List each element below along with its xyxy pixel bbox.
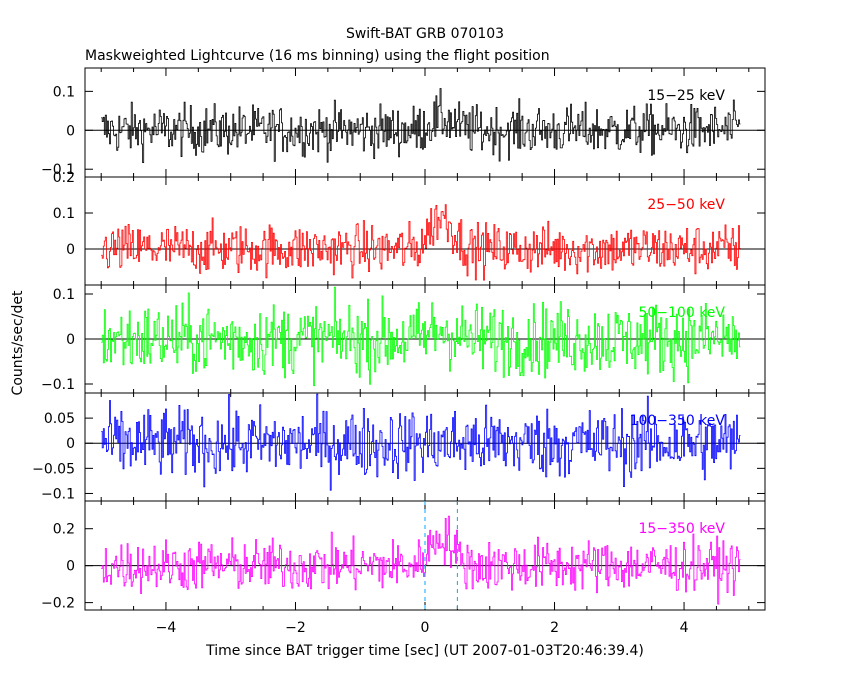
y-tick-label: 0.1 [53, 84, 75, 100]
series-line [101, 393, 741, 491]
y-tick-label: 0 [66, 436, 75, 452]
y-tick-label: 0.2 [53, 522, 75, 538]
panel-100-350-kev: −0.1 −0.05 0 0.05 100−350 keV [32, 392, 766, 502]
x-tick-label: −4 [156, 620, 177, 636]
y-tick-label: 0.1 [53, 206, 75, 222]
series-label: 15−350 keV [638, 521, 725, 537]
series-line [101, 88, 741, 163]
series-line [101, 515, 741, 605]
x-axis-label: Time since BAT trigger time [sec] (UT 20… [205, 643, 644, 659]
series-label: 25−50 keV [647, 197, 725, 213]
panel-frame [84, 67, 766, 178]
x-tick-label: −2 [285, 620, 306, 636]
x-tick-label: 2 [550, 620, 559, 636]
y-tick-label: 0 [66, 123, 75, 139]
y-tick-label: 0 [66, 332, 75, 348]
y-tick-label: 0.05 [44, 411, 75, 427]
panels-group: −0.1 0 0.1 15−25 keV 0 0.1 0.2 25−50 keV −0.1 0 0.… [32, 67, 766, 612]
y-tick-label: −0.2 [41, 596, 75, 612]
y-tick-label: 0.1 [53, 287, 75, 303]
y-tick-label: −0.1 [41, 162, 75, 178]
series-line [101, 286, 741, 387]
chart-subtitle: Maskweighted Lightcurve (16 ms binning) … [85, 48, 550, 64]
y-tick-label: −0.05 [32, 461, 75, 477]
series-label: 50−100 keV [638, 305, 725, 321]
y-tick-label: 0 [66, 242, 75, 258]
panel-15-25-kev: −0.1 0 0.1 15−25 keV [41, 67, 766, 178]
series-label: 100−350 keV [630, 413, 726, 429]
x-tick-labels: −4 −2 0 2 4 [156, 620, 689, 636]
panel-15-350-kev: −0.2 0 0.2 15−350 keV [41, 500, 766, 612]
panel-50-100-kev: −0.1 0 0.1 50−100 keV [41, 284, 766, 394]
x-tick-label: 0 [421, 620, 430, 636]
y-tick-label: 0 [66, 559, 75, 575]
panel-25-50-kev: 0 0.1 0.2 25−50 keV [53, 170, 766, 286]
series-line [101, 204, 741, 281]
series-label: 15−25 keV [647, 88, 725, 104]
y-axis-label: Counts/sec/det [10, 290, 26, 395]
chart-title: Swift-BAT GRB 070103 [346, 26, 504, 42]
y-tick-label: 0.2 [53, 170, 75, 186]
x-tick-label: 4 [680, 620, 689, 636]
y-tick-label: −0.1 [41, 486, 75, 502]
y-tick-label: −0.1 [41, 377, 75, 393]
trigger-markers [424, 501, 458, 610]
